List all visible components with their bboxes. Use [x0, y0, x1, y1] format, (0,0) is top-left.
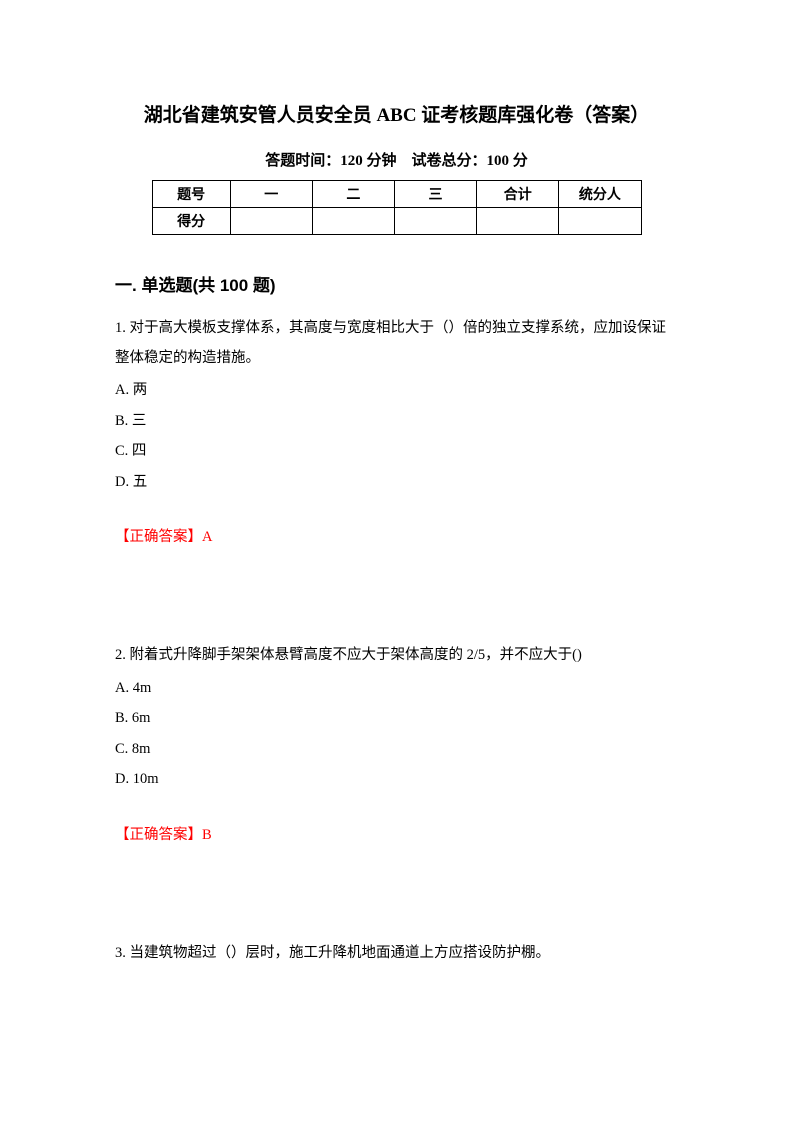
question-1: 1. 对于高大模板支撑体系，其高度与宽度相比大于（）倍的独立支撑系统，应加设保证…: [115, 314, 678, 546]
cell-col-1: 一: [230, 181, 312, 208]
question-text: 1. 对于高大模板支撑体系，其高度与宽度相比大于（）倍的独立支撑系统，应加设保证…: [115, 314, 678, 373]
option-a: A. 4m: [115, 673, 678, 703]
cell-score-3: [394, 208, 476, 235]
cell-score-1: [230, 208, 312, 235]
options-list: A. 4m B. 6m C. 8m D. 10m: [115, 673, 678, 795]
score-table: 题号 一 二 三 合计 统分人 得分: [152, 180, 642, 235]
cell-score-grader: [559, 208, 641, 235]
options-list: A. 两 B. 三 C. 四 D. 五: [115, 375, 678, 497]
option-d: D. 10m: [115, 764, 678, 794]
answer-value: B: [202, 827, 212, 843]
answer-value: A: [202, 529, 212, 545]
cell-col-2: 二: [312, 181, 394, 208]
answer-line: 【正确答案】A: [115, 525, 678, 546]
answer-label: 【正确答案】: [115, 529, 202, 545]
answer-label: 【正确答案】: [115, 827, 202, 843]
question-text: 3. 当建筑物超过（）层时，施工升降机地面通道上方应搭设防护棚。: [115, 939, 678, 969]
option-c: C. 四: [115, 436, 678, 466]
question-3: 3. 当建筑物超过（）层时，施工升降机地面通道上方应搭设防护棚。: [115, 939, 678, 969]
cell-header-label: 题号: [152, 181, 230, 208]
section-heading: 一. 单选题(共 100 题): [115, 271, 678, 296]
page-subtitle: 答题时间：120 分钟 试卷总分：100 分: [115, 149, 678, 170]
table-row: 得分: [152, 208, 641, 235]
cell-score-total: [477, 208, 559, 235]
cell-col-3: 三: [394, 181, 476, 208]
page-title: 湖北省建筑安管人员安全员 ABC 证考核题库强化卷（答案）: [115, 100, 678, 127]
cell-score-2: [312, 208, 394, 235]
option-b: B. 6m: [115, 703, 678, 733]
question-2: 2. 附着式升降脚手架架体悬臂高度不应大于架体高度的 2/5，并不应大于() A…: [115, 641, 678, 843]
cell-score-label: 得分: [152, 208, 230, 235]
option-c: C. 8m: [115, 734, 678, 764]
cell-grader: 统分人: [559, 181, 641, 208]
option-b: B. 三: [115, 406, 678, 436]
question-text: 2. 附着式升降脚手架架体悬臂高度不应大于架体高度的 2/5，并不应大于(): [115, 641, 678, 671]
answer-line: 【正确答案】B: [115, 823, 678, 844]
option-a: A. 两: [115, 375, 678, 405]
cell-total: 合计: [477, 181, 559, 208]
table-row: 题号 一 二 三 合计 统分人: [152, 181, 641, 208]
option-d: D. 五: [115, 467, 678, 497]
